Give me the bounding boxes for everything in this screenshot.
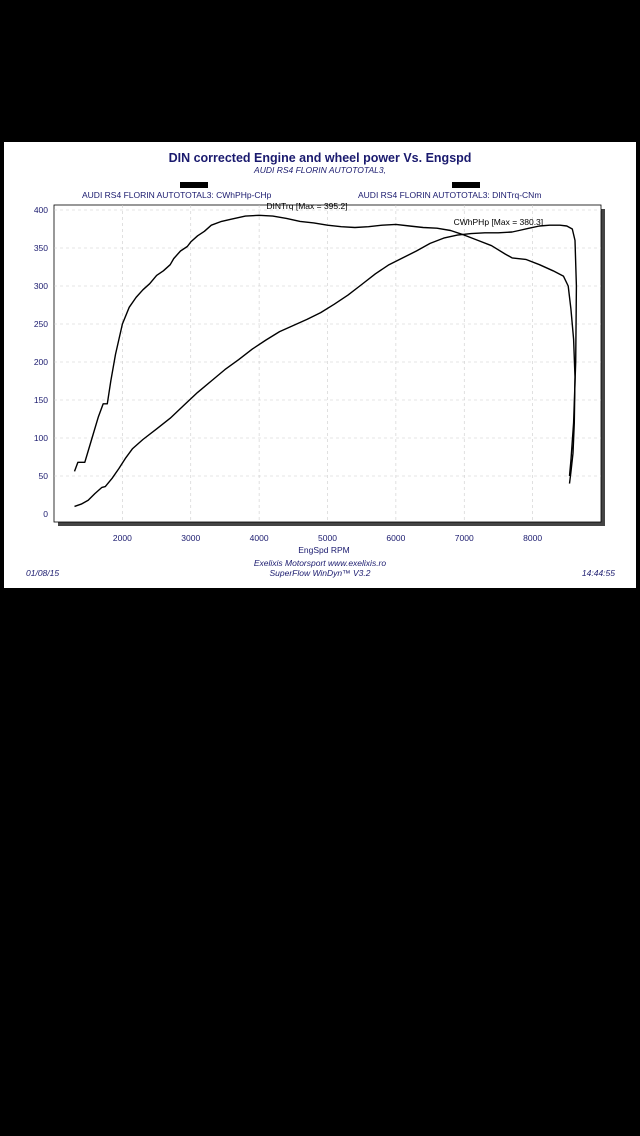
x-tick-label: 2000	[113, 533, 132, 543]
y-tick-label: 400	[34, 205, 48, 215]
x-tick-label: 7000	[455, 533, 474, 543]
chart-subtitle: AUDI RS4 FLORIN AUTOTOTAL3,	[253, 165, 386, 175]
dyno-chart: DIN corrected Engine and wheel power Vs.…	[26, 151, 615, 578]
legend-entry-power: AUDI RS4 FLORIN AUTOTOTAL3: CWhPHp-CHp	[82, 190, 272, 200]
x-tick-label: 6000	[386, 533, 405, 543]
series-layer	[73, 214, 578, 508]
annotation-cwhphp-max: CWhPHp [Max = 380.3]	[454, 217, 544, 227]
x-tick-label: 3000	[181, 533, 200, 543]
y-tick-label: 100	[34, 433, 48, 443]
y-tick-label: 200	[34, 357, 48, 367]
x-axis-ticks: 2000 3000 4000 5000 6000 7000 8000	[113, 533, 542, 543]
annotation-dintrq-max: DINTrq [Max = 395.2]	[266, 201, 347, 211]
series-line-cwhphp	[74, 224, 578, 508]
y-tick-label: 50	[39, 471, 49, 481]
y-tick-label: 150	[34, 395, 48, 405]
x-axis-label: EngSpd RPM	[298, 545, 350, 555]
legend-swatch-torque	[452, 182, 480, 188]
y-tick-label: 0	[43, 509, 48, 519]
y-tick-label: 350	[34, 243, 48, 253]
footer-time: 14:44:55	[582, 568, 615, 578]
series-line-dintrq	[73, 214, 576, 484]
footer-date: 01/08/15	[26, 568, 59, 578]
y-axis-ticks: 0 50 100 150 200 250 300 350 400	[34, 205, 48, 519]
footer-credit-software: SuperFlow WinDyn™ V3.2	[269, 568, 370, 578]
x-tick-label: 8000	[523, 533, 542, 543]
y-tick-label: 300	[34, 281, 48, 291]
chart-title: DIN corrected Engine and wheel power Vs.…	[169, 151, 472, 165]
y-tick-label: 250	[34, 319, 48, 329]
legend-entry-torque: AUDI RS4 FLORIN AUTOTOTAL3: DINTrq-CNm	[358, 190, 541, 200]
chart-card: DIN corrected Engine and wheel power Vs.…	[4, 142, 636, 588]
x-tick-label: 4000	[250, 533, 269, 543]
footer-credit-company: Exelixis Motorsport www.exelixis.ro	[254, 558, 387, 568]
x-tick-label: 5000	[318, 533, 337, 543]
legend-swatch-power	[180, 182, 208, 188]
